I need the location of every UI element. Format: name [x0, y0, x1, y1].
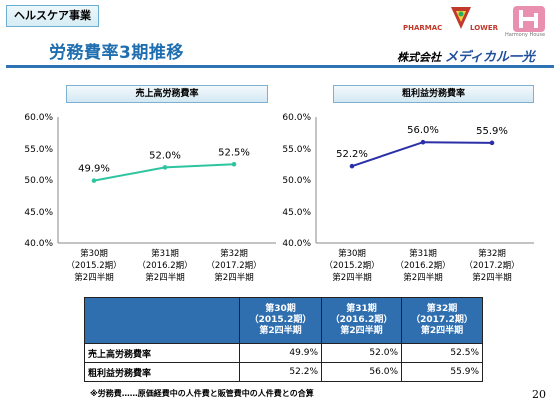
- chart-right-x-tick: 第2四半期: [472, 272, 511, 283]
- chart-right-point: [420, 139, 426, 145]
- column-header-line: 第2四半期: [420, 326, 464, 336]
- chart-left: 60.0% 55.0% 50.0% 45.0% 40.0% 49.9% 52.0…: [24, 113, 276, 283]
- chart-left-x-tick: 第2四半期: [214, 272, 253, 283]
- column-header-line: （2015.2期）: [249, 315, 312, 325]
- company-prefix: 株式会社: [397, 51, 441, 64]
- column-header-line: 第2四半期: [259, 326, 302, 336]
- chart-left-y-tick: 60.0%: [24, 113, 53, 123]
- table-column-header: 第32期 （2017.2期） 第2四半期: [401, 297, 483, 344]
- chart-left-x-tick: 第32期: [220, 248, 248, 259]
- column-header-line: 第32期: [426, 304, 458, 314]
- chart-left-title: 売上高労務費率: [66, 85, 268, 103]
- table-row-label: 売上高労務費率: [84, 343, 240, 363]
- chart-right-data-label: 55.9%: [476, 126, 508, 137]
- chart-right-points: [349, 139, 495, 169]
- chart-left-point: [231, 161, 237, 167]
- table-row: 粗利益労務費率 52.2% 56.0% 55.9%: [84, 362, 483, 382]
- column-header-line: 第31期: [346, 304, 377, 314]
- chart-right-point: [349, 163, 355, 169]
- table-header-row: 第30期 （2015.2期） 第2四半期 第31期 （2016.2期） 第2四半…: [84, 297, 483, 344]
- chart-right-y-tick: 40.0%: [282, 239, 311, 249]
- column-header-line: 第2四半期: [340, 326, 383, 336]
- chart-left-x-tick: 第30期: [80, 248, 108, 259]
- chart-right-x-tick: 第2四半期: [332, 272, 371, 283]
- chart-right-x-tick: （2017.2期）: [464, 260, 519, 271]
- chart-right-x-tick: 第30期: [338, 248, 366, 259]
- footnote: ※労務費……原価経費中の人件費と販管費中の人件費との合算: [90, 389, 314, 398]
- chart-left-y-tick: 55.0%: [24, 145, 53, 155]
- chart-left-y-tick: 40.0%: [24, 239, 53, 249]
- company-name: 株式会社 メディカル一光: [397, 46, 535, 65]
- column-header-line: 第30期: [265, 304, 296, 314]
- chart-left-data-label: 52.0%: [149, 150, 181, 161]
- chart-right-y-tick: 50.0%: [282, 176, 311, 186]
- chart-right-point: [489, 140, 495, 146]
- chart-left-points: [91, 161, 237, 183]
- chart-right-x-tick: （2016.2期）: [395, 260, 450, 271]
- chart-left-x-tick: （2016.2期）: [137, 260, 192, 271]
- table-cell: 55.9%: [401, 362, 483, 382]
- chart-right: 60.0% 55.0% 50.0% 45.0% 40.0% 52.2% 56.0…: [282, 113, 534, 283]
- table-row-label: 粗利益労務費率: [84, 362, 240, 382]
- table-corner-cell: [84, 297, 240, 344]
- harmony-house-text: Harmony House: [505, 32, 546, 38]
- chart-right-x-tick: （2015.2期）: [324, 260, 379, 271]
- logo-flower-text: LOWER: [470, 24, 499, 32]
- harmony-house-logo-icon: [513, 6, 545, 32]
- chart-left-y-tick: 50.0%: [24, 176, 53, 186]
- chart-right-data-label: 52.2%: [336, 149, 368, 160]
- chart-right-series-line: [351, 141, 493, 168]
- table-column-header: 第31期 （2016.2期） 第2四半期: [321, 297, 402, 344]
- chart-left-x-tick: 第2四半期: [145, 272, 184, 283]
- chart-right-x-tick: 第32期: [478, 248, 506, 259]
- chart-left-x-tick: 第31期: [151, 248, 179, 259]
- table-cell: 56.0%: [321, 362, 402, 382]
- page-number: 20: [532, 388, 546, 401]
- chart-right-y-tick: 45.0%: [282, 208, 311, 218]
- table-cell: 52.2%: [239, 362, 322, 382]
- pharmacy-flower-logo-icon: [451, 7, 471, 29]
- chart-left-data-label: 49.9%: [78, 164, 110, 175]
- company-brand: メディカル一光: [444, 50, 535, 65]
- chart-right-data-label: 56.0%: [407, 125, 439, 136]
- chart-left-x-tick: （2017.2期）: [206, 260, 261, 271]
- table-column-header: 第30期 （2015.2期） 第2四半期: [239, 297, 322, 344]
- chart-left-x-tick: （2015.2期）: [66, 260, 121, 271]
- chart-right-x-tick: 第31期: [409, 248, 437, 259]
- column-header-line: （2016.2期）: [330, 315, 393, 325]
- chart-right-y-tick: 60.0%: [282, 113, 311, 123]
- chart-right-title: 粗利益労務費率: [333, 85, 534, 103]
- chart-left-x-tick: 第2四半期: [74, 272, 113, 283]
- page-title: 労務費率3期推移: [49, 43, 184, 63]
- column-header-line: （2017.2期）: [411, 315, 473, 325]
- table-row: 売上高労務費率 49.9% 52.0% 52.5%: [84, 343, 483, 363]
- table-cell: 52.5%: [401, 343, 483, 363]
- chart-left-point: [91, 178, 97, 183]
- logo-pharmacy-text: PHARMAC: [403, 24, 443, 32]
- chart-right-x-tick: 第2四半期: [403, 272, 442, 283]
- chart-left-data-label: 52.5%: [218, 147, 250, 158]
- table-cell: 49.9%: [239, 343, 322, 363]
- data-table: 第30期 （2015.2期） 第2四半期 第31期 （2016.2期） 第2四半…: [84, 297, 483, 382]
- table-cell: 52.0%: [321, 343, 402, 363]
- chart-left-point: [162, 165, 168, 170]
- title-underline: [6, 65, 554, 68]
- chart-right-y-tick: 55.0%: [282, 145, 311, 155]
- section-tag: ヘルスケア事業: [6, 5, 99, 27]
- chart-left-y-tick: 45.0%: [24, 208, 53, 218]
